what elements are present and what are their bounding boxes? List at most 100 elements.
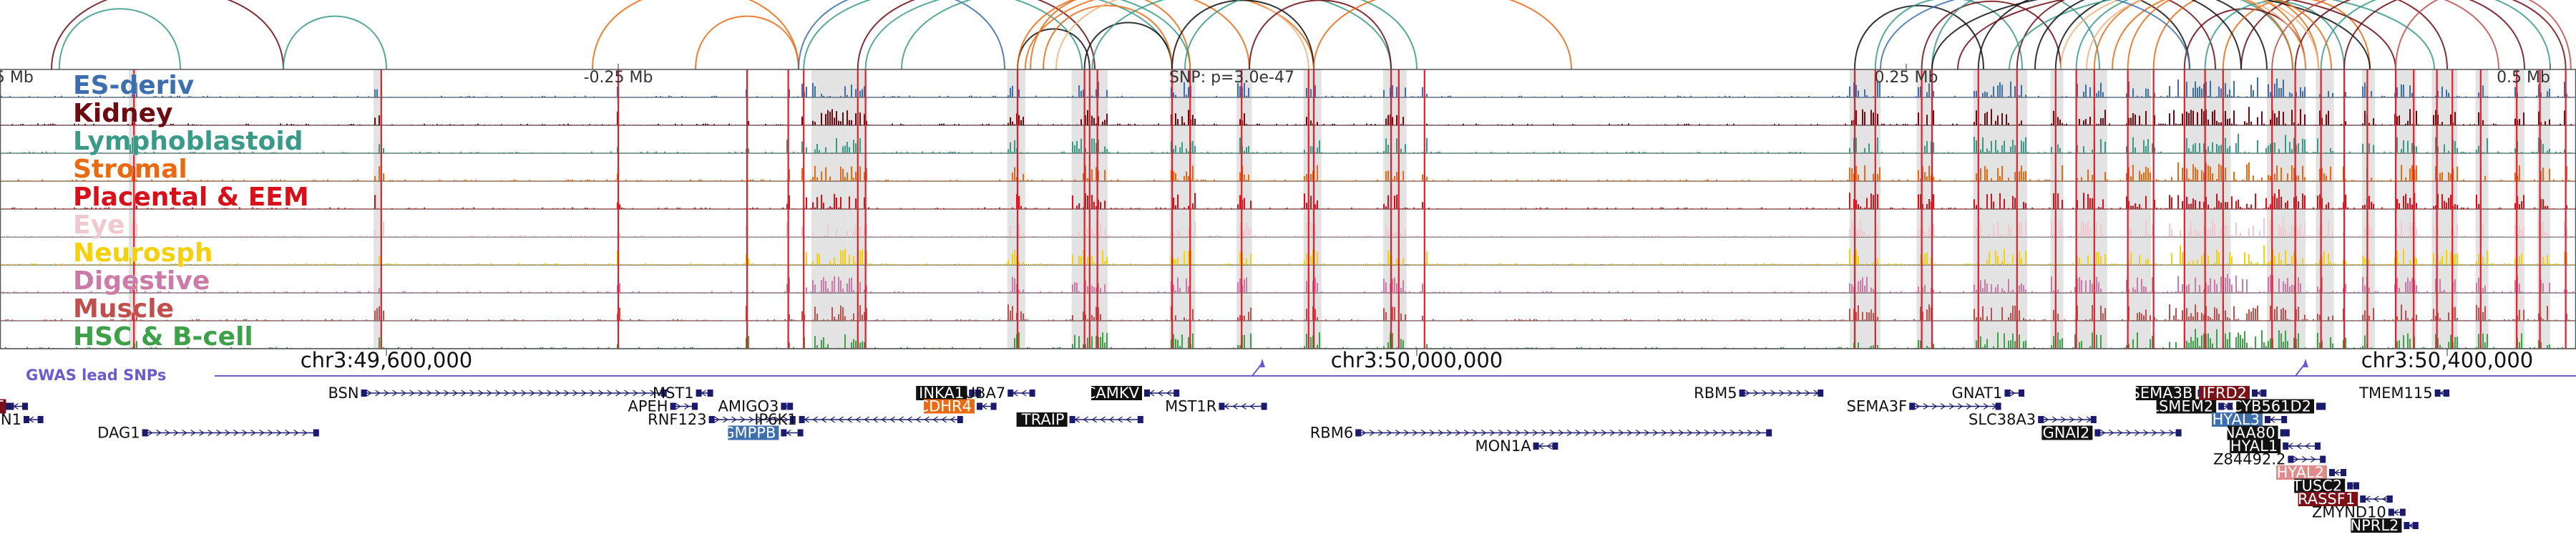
loop-arc bbox=[2060, 0, 2306, 70]
gene-exon bbox=[142, 429, 148, 437]
gene-exon bbox=[670, 402, 676, 410]
strand-chevron bbox=[1779, 390, 1785, 397]
strand-chevron bbox=[461, 390, 467, 397]
gene-exon bbox=[2281, 416, 2288, 423]
strand-chevron bbox=[1395, 430, 1401, 436]
strand-chevron bbox=[1232, 403, 1238, 410]
strand-chevron bbox=[1157, 390, 1163, 397]
strand-chevron bbox=[487, 390, 492, 397]
gene-label: TRAIP bbox=[1021, 411, 1065, 428]
strand-chevron bbox=[1770, 390, 1776, 397]
gene-label: MST1R bbox=[1165, 398, 1216, 415]
gene-exon bbox=[2175, 429, 2182, 437]
gene-exon bbox=[2360, 495, 2366, 503]
track-signal bbox=[1, 189, 2576, 209]
gene-exon bbox=[1533, 442, 1539, 450]
gene-exon bbox=[361, 390, 367, 397]
gene-label: INKA1 bbox=[919, 384, 964, 402]
strand-chevron bbox=[1601, 430, 1607, 436]
gene-exon bbox=[1355, 429, 1362, 437]
strand-chevron bbox=[1678, 430, 1684, 436]
strand-chevron bbox=[2060, 416, 2067, 423]
loop-arc bbox=[1017, 0, 1250, 70]
strand-chevron bbox=[1249, 403, 1255, 410]
strand-chevron bbox=[1472, 430, 1478, 436]
strand-chevron bbox=[633, 390, 638, 397]
gene-exon bbox=[708, 416, 715, 423]
gene-exon bbox=[969, 390, 975, 397]
coordinate-tick-label: chr3:50,000,000 bbox=[1331, 348, 1503, 372]
gene-highlight bbox=[924, 399, 975, 414]
strand-chevron bbox=[1983, 403, 1989, 410]
gene-exon bbox=[660, 390, 667, 397]
strand-chevron bbox=[1558, 430, 1564, 436]
strand-chevron bbox=[521, 390, 527, 397]
gene-label: MON1A bbox=[1475, 437, 1532, 455]
strand-chevron bbox=[564, 390, 570, 397]
strand-chevron bbox=[1546, 442, 1552, 450]
gene-label: GNAT1 bbox=[1951, 384, 2002, 402]
loop-arc bbox=[1921, 0, 2062, 70]
strand-chevron bbox=[1566, 430, 1573, 436]
strand-chevron bbox=[285, 430, 291, 436]
loop-arc bbox=[1977, 0, 2190, 70]
gene-label: LSMEM2 bbox=[2150, 398, 2213, 415]
gene-label: HYAL1 bbox=[2230, 437, 2278, 455]
strand-chevron bbox=[250, 430, 256, 436]
strand-chevron bbox=[1429, 430, 1435, 436]
strand-chevron bbox=[1584, 430, 1590, 436]
gene-exon bbox=[975, 390, 981, 397]
track-label: ES-deriv bbox=[73, 71, 194, 100]
gene-label: RBM6 bbox=[1310, 425, 1353, 442]
strand-chevron bbox=[1695, 430, 1702, 436]
strand-chevron bbox=[1753, 390, 1759, 397]
strand-chevron bbox=[1386, 430, 1392, 436]
strand-chevron bbox=[1738, 430, 1745, 436]
loop-arc bbox=[2240, 0, 2448, 70]
strand-chevron bbox=[1360, 430, 1367, 436]
coordinate-axis: chr3:49,600,000 chr3:50,000,000 chr3:50,40… bbox=[301, 348, 2534, 372]
loop-arc bbox=[58, 8, 181, 70]
strand-chevron bbox=[435, 390, 441, 397]
loop-arc bbox=[2034, 0, 2242, 70]
gene-exon bbox=[2386, 495, 2393, 503]
strand-chevron bbox=[478, 390, 484, 397]
loop-arc bbox=[2112, 0, 2332, 70]
strand-chevron bbox=[1549, 430, 1556, 436]
strand-chevron bbox=[2296, 442, 2302, 450]
track-label: Kidney bbox=[73, 99, 173, 128]
coordinate-tick-label: chr3:49,600,000 bbox=[301, 348, 473, 372]
strand-chevron bbox=[1506, 430, 1513, 436]
strand-chevron bbox=[829, 416, 835, 423]
gene-label: AMT bbox=[0, 398, 4, 415]
strand-chevron bbox=[1446, 430, 1453, 436]
strand-chevron bbox=[392, 390, 398, 397]
loop-arc bbox=[2086, 0, 2319, 70]
loop-arc bbox=[2075, 0, 2293, 70]
strand-chevron bbox=[1704, 430, 1710, 436]
loop-arc bbox=[2016, 0, 2216, 70]
loop-arc bbox=[1184, 0, 1418, 70]
strand-chevron bbox=[547, 390, 552, 397]
gene-exon bbox=[313, 429, 319, 437]
chromatin-loops bbox=[51, 0, 2572, 70]
strand-chevron bbox=[1796, 390, 1802, 397]
strand-chevron bbox=[366, 390, 372, 397]
strand-chevron bbox=[590, 390, 595, 397]
track-label: Digestive bbox=[73, 266, 210, 296]
gene-exon bbox=[24, 416, 29, 423]
gene-label: CYB561D2 bbox=[2232, 398, 2311, 415]
strand-chevron bbox=[242, 430, 248, 436]
strand-chevron bbox=[2143, 430, 2149, 436]
snp-lines bbox=[133, 69, 2567, 349]
loop-arc bbox=[2294, 0, 2525, 70]
track-signal bbox=[1, 77, 2576, 97]
offset-tick-label: -0.5 Mb bbox=[0, 69, 34, 87]
gene-exon bbox=[22, 402, 28, 410]
loop-arc bbox=[1083, 21, 1173, 70]
gwas-label: GWAS lead SNPs bbox=[26, 367, 166, 384]
gene-label: TMEM115 bbox=[2358, 384, 2432, 402]
strand-chevron bbox=[1948, 403, 1955, 410]
loop-arc bbox=[857, 0, 1096, 70]
strand-chevron bbox=[1108, 416, 1114, 423]
